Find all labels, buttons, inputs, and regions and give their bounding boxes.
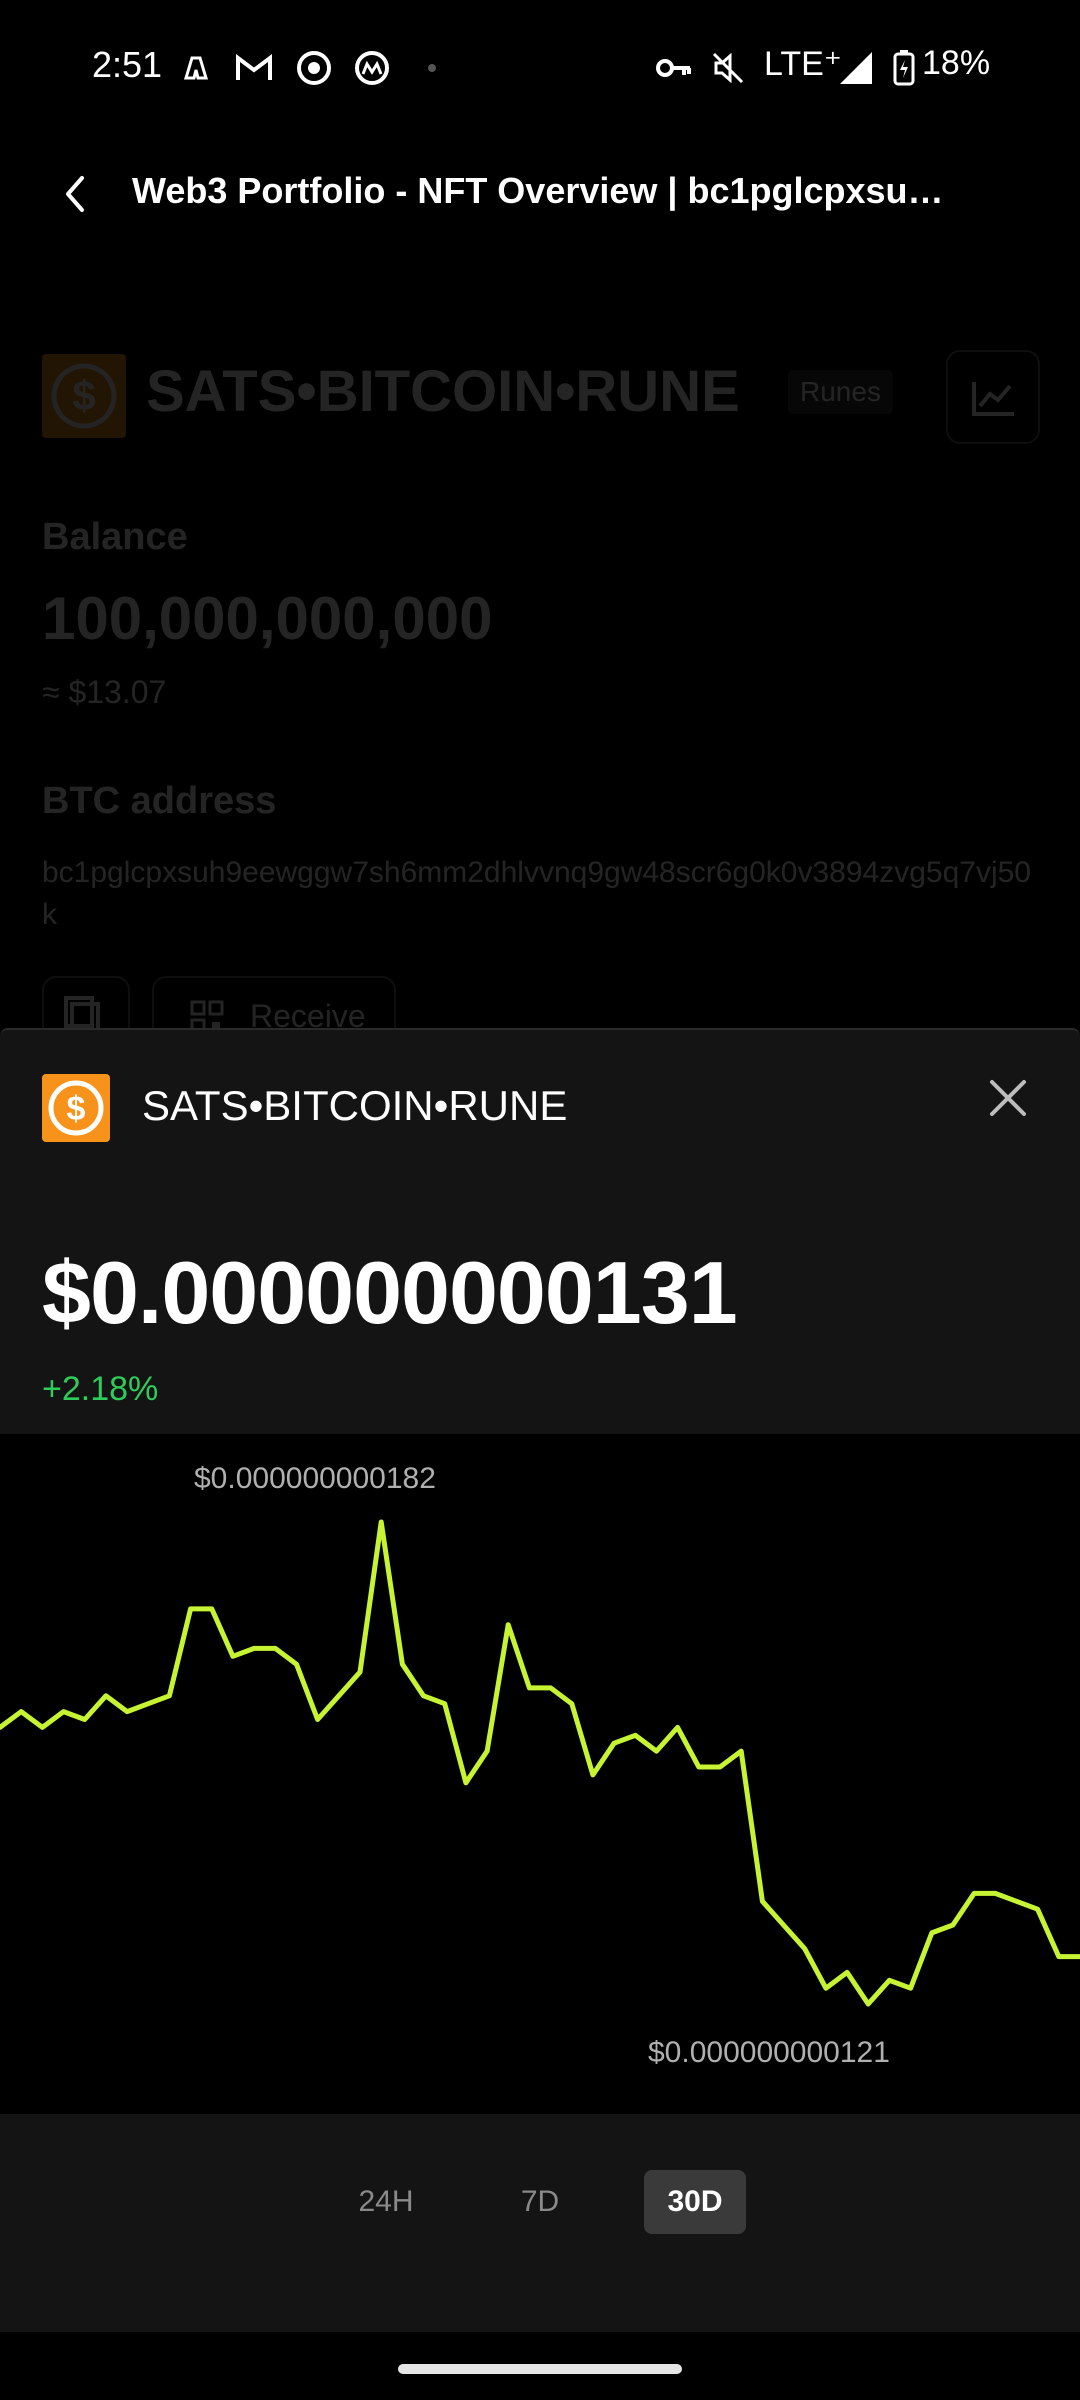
token-logo: $ bbox=[42, 354, 126, 438]
sheet-token-name: SATS•BITCOIN•RUNE bbox=[142, 1082, 568, 1129]
balance-label: Balance bbox=[42, 516, 188, 558]
token-logo: $ bbox=[42, 1074, 110, 1142]
close-button[interactable] bbox=[982, 1072, 1034, 1124]
dot-icon bbox=[428, 64, 436, 72]
current-price: $0.000000000131 bbox=[42, 1243, 738, 1342]
svg-text:$: $ bbox=[72, 372, 95, 419]
dollar-coin-icon: $ bbox=[48, 1080, 104, 1136]
price-change: +2.18% bbox=[42, 1370, 159, 1408]
status-time: 2:51 bbox=[92, 44, 163, 85]
back-button[interactable] bbox=[48, 166, 104, 222]
chart-max-label: $0.000000000182 bbox=[194, 1462, 436, 1495]
mute-icon bbox=[712, 52, 744, 84]
range-7d-button[interactable]: 7D bbox=[520, 2185, 560, 2218]
signal-icon bbox=[840, 52, 872, 84]
network-type: LTE⁺ bbox=[764, 45, 842, 83]
chrome-icon bbox=[297, 51, 331, 85]
battery-percent: 18% bbox=[922, 44, 991, 82]
title-bar: Web3 Portfolio - NFT Overview | bc1pglcp… bbox=[0, 136, 1080, 246]
dollar-coin-icon: $ bbox=[51, 363, 117, 429]
range-24h-button[interactable]: 24H bbox=[358, 2185, 414, 2218]
btc-address: bc1pglcpxsuh9eewggw7sh6mm2dhlvvnq9gw48sc… bbox=[42, 856, 1031, 931]
svg-text:$: $ bbox=[67, 1090, 86, 1128]
range-30d-button[interactable]: 30D bbox=[644, 2170, 746, 2234]
address-label: BTC address bbox=[42, 780, 277, 822]
balance-value: 100,000,000,000 bbox=[42, 585, 493, 652]
battery-icon bbox=[893, 50, 915, 86]
chart-icon bbox=[972, 382, 1014, 416]
price-chart-svg bbox=[0, 1519, 1080, 2007]
time-range-selector: 24H 7D 30D bbox=[0, 2170, 1080, 2234]
chart-button[interactable] bbox=[946, 350, 1040, 444]
token-name: SATS•BITCOIN•RUNE bbox=[146, 359, 740, 424]
price-chart[interactable]: $0.000000000182 $0.000000000121 bbox=[0, 1434, 1080, 2114]
gmail-icon bbox=[236, 54, 272, 80]
chart-min-label: $0.000000000121 bbox=[648, 2036, 890, 2069]
status-bar: 2:51 LTE⁺ 18% bbox=[0, 0, 1080, 136]
background-token-detail: $ SATS•BITCOIN•RUNE Runes Balance 100,00… bbox=[0, 246, 1080, 1056]
coinmarketcap-icon bbox=[355, 51, 389, 85]
balance-usd: ≈ $13.07 bbox=[42, 674, 167, 710]
token-type-badge: Runes bbox=[788, 370, 893, 414]
home-indicator[interactable] bbox=[398, 2364, 682, 2374]
page-title: Web3 Portfolio - NFT Overview | bc1pglcp… bbox=[132, 170, 944, 211]
vpn-key-icon bbox=[656, 59, 691, 77]
copilot-icon bbox=[183, 56, 209, 80]
price-chart-sheet: $ SATS•BITCOIN•RUNE $0.000000000131 +2.1… bbox=[0, 1028, 1080, 2400]
price-line bbox=[0, 1519, 1080, 2007]
navigation-bar bbox=[0, 2332, 1080, 2400]
